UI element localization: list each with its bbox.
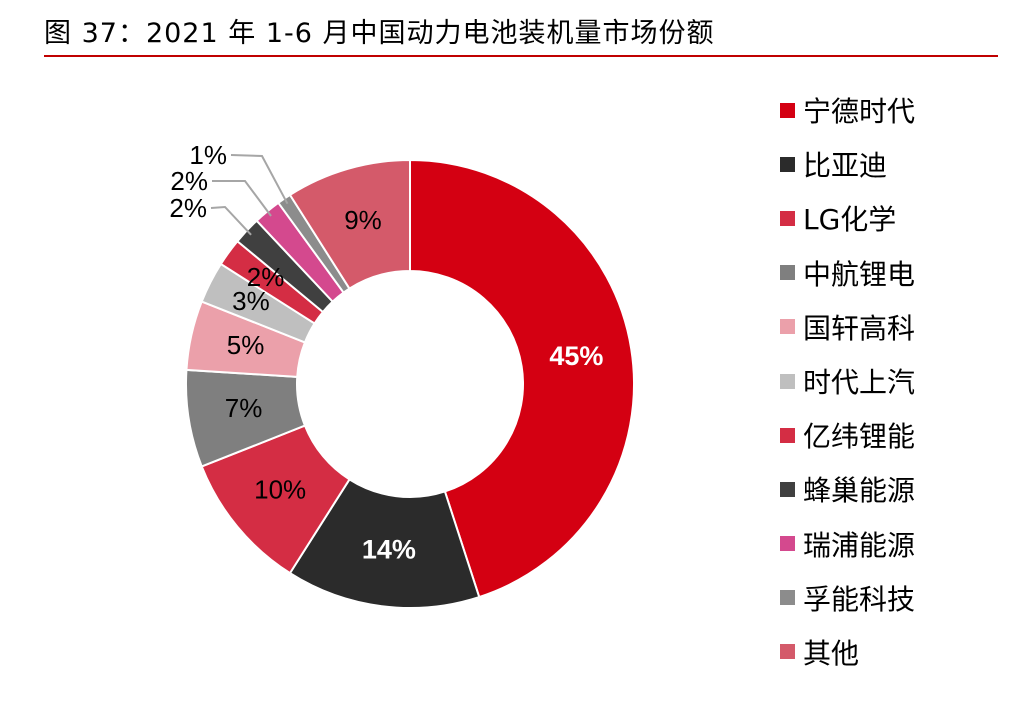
slice-label-2: 14% [362, 534, 416, 564]
legend-item-3: LG化学 [780, 191, 915, 245]
legend-label-6: 时代上汽 [803, 366, 916, 400]
leader-line-10 [230, 154, 289, 205]
legend-item-10: 孚能科技 [780, 571, 915, 625]
legend-item-5: 国轩高科 [780, 300, 915, 354]
legend-label-3: LG化学 [803, 203, 897, 237]
slice-label-1: 45% [549, 341, 603, 371]
slice-label-9: 2% [170, 166, 208, 196]
legend-swatch-3 [780, 210, 795, 226]
legend-label-1: 宁德时代 [803, 95, 916, 129]
legend-item-11: 其他 [780, 625, 915, 679]
legend-swatch-9 [780, 536, 795, 552]
legend-item-8: 蜂巢能源 [780, 462, 915, 516]
slice-label-5: 5% [227, 330, 265, 360]
legend-label-2: 比亚迪 [803, 149, 888, 183]
legend-item-2: 比亚迪 [780, 137, 915, 191]
legend-label-7: 亿纬锂能 [803, 420, 916, 454]
chart-title: 图 37：2021 年 1-6 月中国动力电池装机量市场份额 [44, 18, 715, 49]
slice-1 [409, 158, 635, 599]
legend-item-6: 时代上汽 [780, 354, 915, 408]
leader-line-9 [212, 180, 272, 217]
legend-swatch-5 [780, 319, 795, 335]
slice-label-6: 3% [232, 286, 270, 316]
legend-swatch-8 [780, 481, 795, 497]
legend-swatch-2 [780, 156, 795, 172]
slice-label-4: 7% [225, 393, 263, 423]
legend-item-9: 瑞浦能源 [780, 517, 915, 571]
title-underline [44, 55, 998, 57]
slice-label-3: 10% [254, 474, 306, 504]
legend-label-9: 瑞浦能源 [803, 528, 916, 562]
slice-11 [288, 158, 411, 290]
legend-item-7: 亿纬锂能 [780, 408, 915, 462]
legend-label-10: 孚能科技 [803, 582, 916, 616]
legend-swatch-11 [780, 644, 795, 660]
legend-label-11: 其他 [803, 636, 860, 670]
legend-swatch-1 [780, 102, 795, 118]
legend-swatch-4 [780, 265, 795, 281]
legend-item-1: 宁德时代 [780, 83, 915, 137]
legend-label-4: 中航锂电 [803, 257, 916, 291]
legend-item-4: 中航锂电 [780, 246, 915, 300]
chart-legend: 宁德时代比亚迪 LG化学中航锂电国轩高科时代上汽亿纬锂能蜂巢能源瑞浦能源孚能科技其… [780, 83, 915, 679]
legend-swatch-10 [780, 590, 795, 606]
legend-swatch-7 [780, 427, 795, 443]
legend-label-5: 国轩高科 [803, 311, 916, 345]
slice-label-11: 9% [344, 205, 382, 235]
legend-label-8: 蜂巢能源 [803, 474, 916, 508]
slice-label-10: 1% [189, 140, 227, 170]
slice-label-8: 2% [169, 193, 207, 223]
leader-line-8 [210, 205, 252, 236]
legend-swatch-6 [780, 373, 795, 389]
slice-label-7: 2% [247, 262, 285, 292]
